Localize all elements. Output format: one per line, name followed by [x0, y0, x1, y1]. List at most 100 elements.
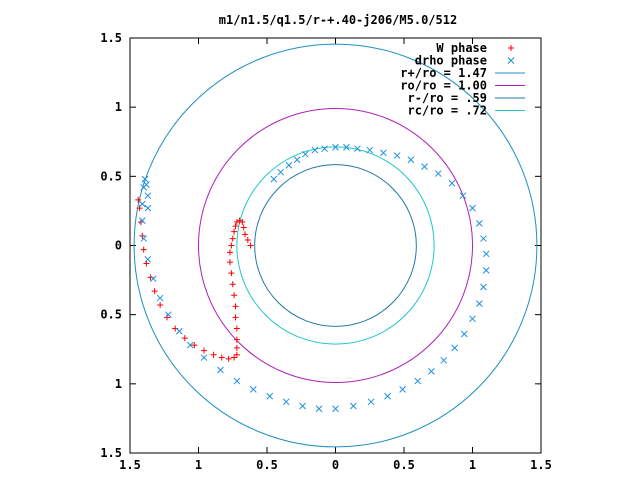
data-point-cross — [349, 402, 357, 410]
data-point-plus — [231, 354, 238, 361]
data-point-cross — [285, 161, 293, 169]
axis-ticks: 1.5 1 0.5 0 0.5 1 1.51.510.500.511.5 — [100, 31, 552, 472]
data-point-cross — [332, 405, 339, 413]
data-point-cross — [149, 275, 157, 283]
x-tick-label: 1.5 — [530, 458, 552, 472]
data-point-plus — [232, 314, 239, 321]
data-point-cross — [428, 368, 435, 375]
legend-label: ro/ro = 1.00 — [400, 79, 487, 93]
data-point-cross — [138, 200, 146, 208]
data-point-cross — [448, 179, 456, 187]
data-point-plus — [236, 217, 243, 224]
x-tick-label: 1 — [195, 458, 202, 472]
radius-circle — [133, 43, 538, 448]
data-point-cross — [475, 300, 483, 307]
chart-title: m1/n1.5/q1.5/r-+.40-j206/M5.0/512 — [219, 13, 457, 27]
data-point-plus — [244, 236, 251, 243]
data-point-cross — [270, 175, 278, 183]
radius-circle — [254, 164, 417, 327]
data-point-plus — [231, 228, 238, 235]
data-point-plus — [140, 246, 147, 253]
data-point-cross — [407, 156, 415, 164]
data-point-cross — [321, 145, 328, 153]
data-point-plus — [233, 344, 240, 351]
x-tick-label: 1.5 — [119, 458, 141, 472]
data-point-plus — [225, 355, 232, 362]
data-point-plus — [210, 351, 217, 358]
data-point-cross — [299, 402, 306, 410]
data-point-plus — [151, 288, 158, 295]
data-point-cross — [141, 175, 149, 183]
data-point-cross — [469, 315, 476, 323]
data-point-cross — [507, 57, 515, 64]
data-point-cross — [143, 181, 150, 188]
x-tick-label: 0 — [332, 458, 339, 472]
data-point-plus — [228, 270, 235, 277]
data-point-cross — [186, 341, 194, 349]
data-point-plus — [233, 325, 240, 332]
data-point-cross — [421, 163, 428, 171]
data-point-plus — [233, 218, 240, 225]
data-point-plus — [232, 223, 239, 230]
data-point-plus — [172, 325, 179, 332]
data-point-plus — [157, 301, 164, 308]
x-tick-label: 1 — [469, 458, 476, 472]
y-tick-label: 1 — [115, 377, 122, 391]
legend-label: r-/ro = .59 — [408, 91, 487, 105]
data-point-plus — [228, 242, 235, 249]
data-point-cross — [315, 405, 323, 413]
data-point-cross — [414, 377, 422, 385]
data-point-cross — [293, 156, 301, 164]
data-point-cross — [460, 330, 468, 338]
data-point-cross — [165, 311, 172, 319]
legend-label: drho phase — [415, 54, 487, 68]
data-point-cross — [144, 255, 152, 263]
data-point-plus — [239, 218, 246, 225]
data-point-cross — [200, 354, 208, 361]
data-point-cross — [332, 143, 339, 151]
data-point-plus — [508, 45, 514, 51]
data-point-cross — [393, 152, 401, 159]
data-point-cross — [480, 235, 487, 242]
data-point-plus — [227, 249, 234, 256]
data-point-plus — [227, 259, 234, 266]
y-tick-label: 1 — [115, 100, 122, 114]
data-point-plus — [191, 342, 198, 349]
data-point-cross — [144, 204, 152, 212]
y-tick-label: 1.5 — [100, 446, 122, 460]
data-point-cross — [311, 146, 319, 154]
data-point-plus — [229, 281, 236, 288]
data-point-cross — [175, 327, 183, 335]
data-point-plus — [233, 351, 240, 358]
data-point-cross — [475, 220, 483, 227]
data-point-cross — [343, 143, 350, 151]
data-point-cross — [302, 150, 309, 158]
data-point-cross — [459, 192, 467, 200]
radius-circle — [236, 146, 435, 345]
data-point-cross — [233, 377, 241, 385]
data-point-plus — [218, 354, 225, 361]
y-tick-label: 1.5 — [100, 31, 122, 45]
data-point-cross — [434, 170, 442, 177]
data-point-cross — [399, 386, 406, 393]
data-point-cross — [482, 267, 490, 274]
data-point-plus — [231, 292, 238, 299]
data-point-cross — [451, 344, 459, 352]
data-point-plus — [240, 224, 247, 231]
y-tick-label: 0 — [115, 239, 122, 253]
x-tick-label: 0.5 — [256, 458, 278, 472]
data-point-plus — [200, 347, 207, 354]
data-point-cross — [480, 283, 487, 291]
y-tick-label: 0.5 — [100, 169, 122, 183]
data-point-cross — [482, 250, 490, 258]
data-point-cross — [266, 392, 274, 400]
data-point-cross — [277, 168, 285, 176]
legend-label: rc/ro = .72 — [408, 104, 487, 118]
data-point-cross — [440, 356, 448, 364]
data-point-plus — [135, 196, 142, 203]
x-tick-label: 0.5 — [393, 458, 415, 472]
data-point-cross — [282, 398, 290, 406]
data-point-cross — [140, 235, 148, 242]
data-point-cross — [156, 294, 164, 302]
